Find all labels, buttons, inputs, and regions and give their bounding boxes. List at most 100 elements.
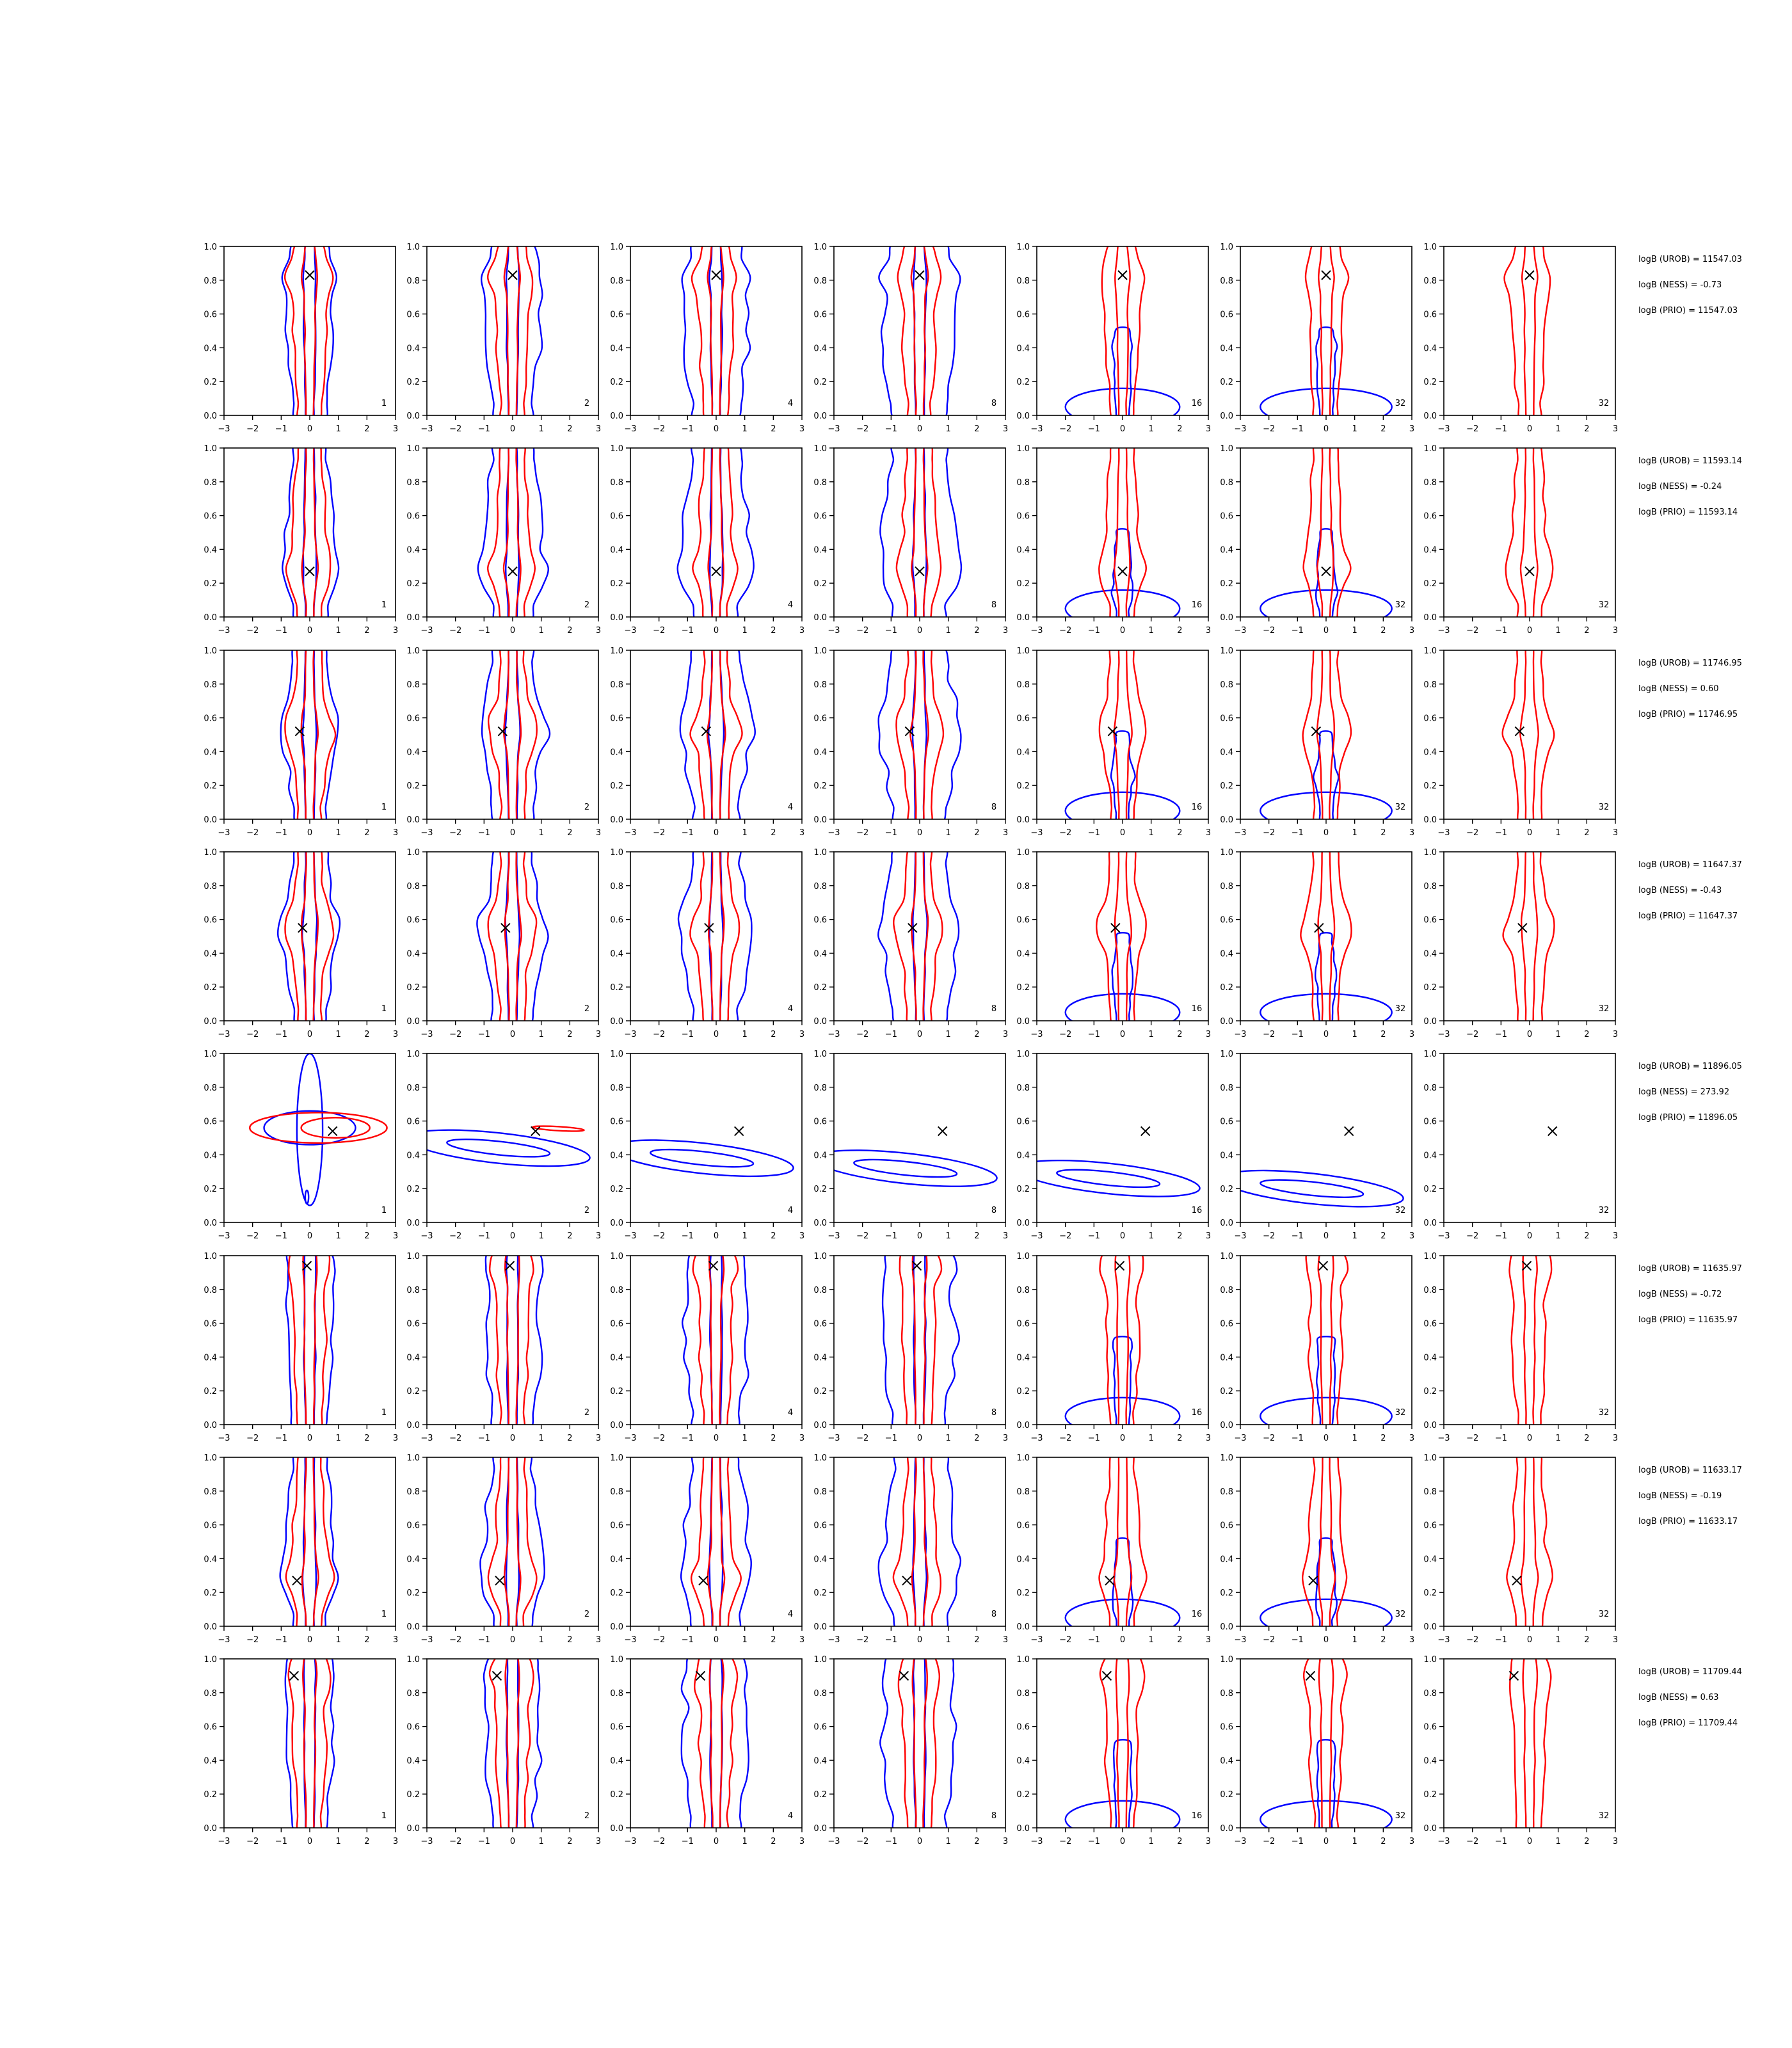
marker-x — [711, 566, 721, 577]
panel-label: 8 — [991, 1408, 996, 1418]
x-tick-label: 1 — [742, 1030, 748, 1039]
y-tick-label: 0.6 — [204, 1521, 217, 1531]
panel-label: 8 — [991, 600, 996, 610]
x-tick-label: 0 — [510, 1231, 515, 1241]
y-tick-label: 0.8 — [406, 276, 420, 286]
y-tick-label: 0.4 — [406, 1353, 420, 1363]
y-tick-label: 1.0 — [406, 646, 420, 656]
x-tick-label: −1 — [275, 626, 287, 636]
x-tick-label: 1 — [539, 1837, 544, 1846]
y-tick-label: 0.2 — [1220, 1387, 1233, 1396]
y-tick-label: 1.0 — [1016, 1655, 1030, 1665]
y-tick-label: 1.0 — [1220, 1252, 1233, 1261]
y-tick-label: 0.8 — [1220, 1084, 1233, 1093]
logb-stat: logB (UROB) = 11547.03 — [1638, 255, 1742, 264]
y-tick-label: 0.6 — [813, 1521, 827, 1531]
contours — [277, 852, 341, 1021]
y-tick-label: 0.8 — [204, 882, 217, 892]
marker-x — [1311, 726, 1322, 737]
panel-r7-c7: −3 −2 −1 0 1 2 3 0.0 0.2 0.4 0.6 0.8 1.0 32 — [1423, 1453, 1618, 1645]
x-tick-label: −2 — [1263, 1837, 1275, 1846]
y-tick-label: 0.6 — [1016, 310, 1030, 320]
x-tick-label: −3 — [624, 1434, 636, 1443]
contours — [879, 1659, 957, 1828]
contour-line — [910, 852, 929, 1021]
x-tick-label: −3 — [828, 1635, 840, 1645]
contour-line — [677, 852, 753, 1021]
y-tick-label: 0.0 — [813, 1622, 827, 1632]
x-tick-label: −1 — [1495, 1030, 1507, 1039]
y-tick-label: 0.2 — [406, 1790, 420, 1800]
x-tick-label: 0 — [714, 1434, 719, 1443]
contours — [877, 650, 962, 819]
marker-x — [734, 1126, 744, 1137]
x-tick-label: −3 — [1437, 828, 1450, 838]
y-tick-label: 0.0 — [204, 412, 217, 421]
x-tick-label: −3 — [420, 1231, 433, 1241]
marker-x — [1114, 1261, 1125, 1271]
y-tick-label: 0.4 — [1016, 748, 1030, 757]
marker-x — [1105, 1576, 1115, 1586]
y-tick-label: 0.0 — [1423, 412, 1437, 421]
contour-line — [1101, 246, 1146, 415]
y-tick-label: 0.8 — [1016, 1286, 1030, 1295]
panel-r7-c4: −3 −2 −1 0 1 2 3 0.0 0.2 0.4 0.6 0.8 1.0 8 — [813, 1453, 1008, 1645]
y-tick-label: 0.4 — [406, 1151, 420, 1160]
panel-r7-c5: −3 −2 −1 0 1 2 3 0.0 0.2 0.4 0.6 0.8 1.0 16 — [1016, 1453, 1211, 1645]
y-tick-label: 0.4 — [1220, 949, 1233, 959]
contour-line — [1315, 326, 1338, 415]
x-tick-label: −1 — [478, 626, 490, 636]
x-tick-label: 1 — [1149, 626, 1154, 636]
x-tick-label: 1 — [742, 1837, 748, 1846]
x-tick-label: 1 — [742, 626, 748, 636]
panel-r5-c2: −3 −2 −1 0 1 2 3 0.0 0.2 0.4 0.6 0.8 1.0 2 — [406, 1050, 601, 1241]
y-tick-label: 0.0 — [204, 1219, 217, 1228]
marker-x — [695, 1670, 706, 1681]
y-tick-label: 0.8 — [204, 276, 217, 286]
y-tick-label: 0.4 — [813, 1353, 827, 1363]
y-tick-label: 0.0 — [1423, 1824, 1437, 1834]
panel-r6-c3: −3 −2 −1 0 1 2 3 0.0 0.2 0.4 0.6 0.8 1.0 4 — [610, 1252, 804, 1443]
contours — [1260, 1256, 1393, 1425]
y-tick-label: 0.8 — [1423, 1487, 1437, 1497]
contour-line — [302, 1659, 318, 1828]
y-tick-label: 1.0 — [1220, 1453, 1233, 1463]
y-tick-label: 0.4 — [1423, 344, 1437, 353]
contour-line — [680, 1659, 749, 1828]
contour-line — [692, 1256, 739, 1425]
contour-line — [879, 1659, 957, 1828]
y-tick-label: 1.0 — [1016, 848, 1030, 858]
y-tick-label: 0.8 — [1423, 1084, 1437, 1093]
marker-x — [495, 1576, 505, 1586]
x-tick-label: 2 — [567, 1434, 572, 1443]
x-tick-label: −3 — [828, 1030, 840, 1039]
contour-line — [1302, 650, 1352, 819]
y-tick-label: 0.2 — [1423, 983, 1437, 993]
y-tick-label: 0.0 — [204, 815, 217, 825]
x-tick-label: −3 — [1030, 1030, 1043, 1039]
y-tick-label: 0.0 — [1423, 1421, 1437, 1430]
contours — [1064, 1256, 1181, 1425]
x-tick-label: 1 — [1149, 1837, 1154, 1846]
y-tick-label: 0.0 — [1016, 1824, 1030, 1834]
contour-line — [1098, 448, 1148, 617]
y-tick-label: 0.6 — [204, 512, 217, 522]
logb-stat: logB (NESS) = 0.63 — [1638, 1693, 1719, 1702]
x-tick-label: 2 — [974, 1231, 979, 1241]
y-tick-label: 1.0 — [406, 1050, 420, 1059]
logb-stat: logB (NESS) = -0.24 — [1638, 482, 1722, 492]
row-stats-1: logB (UROB) = 11547.03 logB (NESS) = -0.7… — [1638, 255, 1742, 316]
y-tick-label: 0.2 — [1423, 1387, 1437, 1396]
panel-r2-c5: −3 −2 −1 0 1 2 3 0.0 0.2 0.4 0.6 0.8 1.0 16 — [1016, 444, 1211, 636]
marker-x — [1117, 270, 1128, 280]
x-tick-label: 1 — [946, 1635, 951, 1645]
x-tick-label: 0 — [917, 828, 922, 838]
x-tick-label: −3 — [1234, 1231, 1246, 1241]
y-tick-label: 0.0 — [813, 412, 827, 421]
marker-x — [1107, 726, 1118, 737]
y-tick-label: 0.0 — [1016, 1219, 1030, 1228]
x-tick-label: 2 — [771, 1635, 776, 1645]
x-tick-label: −2 — [1059, 1837, 1071, 1846]
x-tick-label: −2 — [1059, 1434, 1071, 1443]
x-tick-label: −2 — [246, 1635, 259, 1645]
